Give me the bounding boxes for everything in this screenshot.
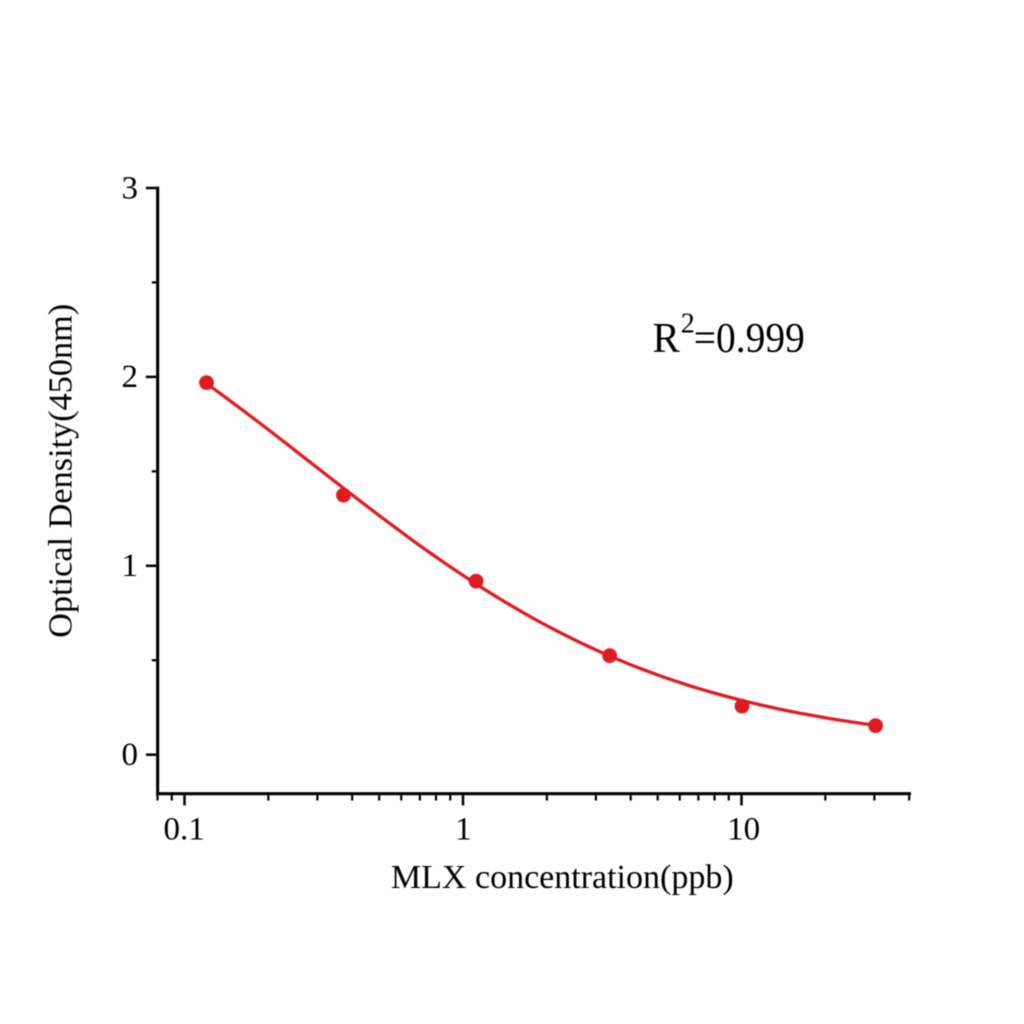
- svg-text:1: 1: [455, 811, 472, 847]
- svg-text:3: 3: [122, 170, 139, 206]
- svg-text:2: 2: [122, 359, 139, 395]
- svg-text:2: 2: [681, 308, 695, 339]
- svg-text:MLX concentration(ppb): MLX concentration(ppb): [391, 859, 734, 896]
- svg-text:0.1: 0.1: [163, 811, 204, 847]
- svg-text:=0.999: =0.999: [694, 316, 805, 362]
- svg-text:1: 1: [122, 548, 139, 584]
- svg-text:0: 0: [122, 737, 139, 773]
- svg-text:R: R: [653, 316, 680, 362]
- svg-text:10: 10: [727, 811, 760, 847]
- svg-text:Optical Density(450nm): Optical Density(450nm): [43, 304, 80, 638]
